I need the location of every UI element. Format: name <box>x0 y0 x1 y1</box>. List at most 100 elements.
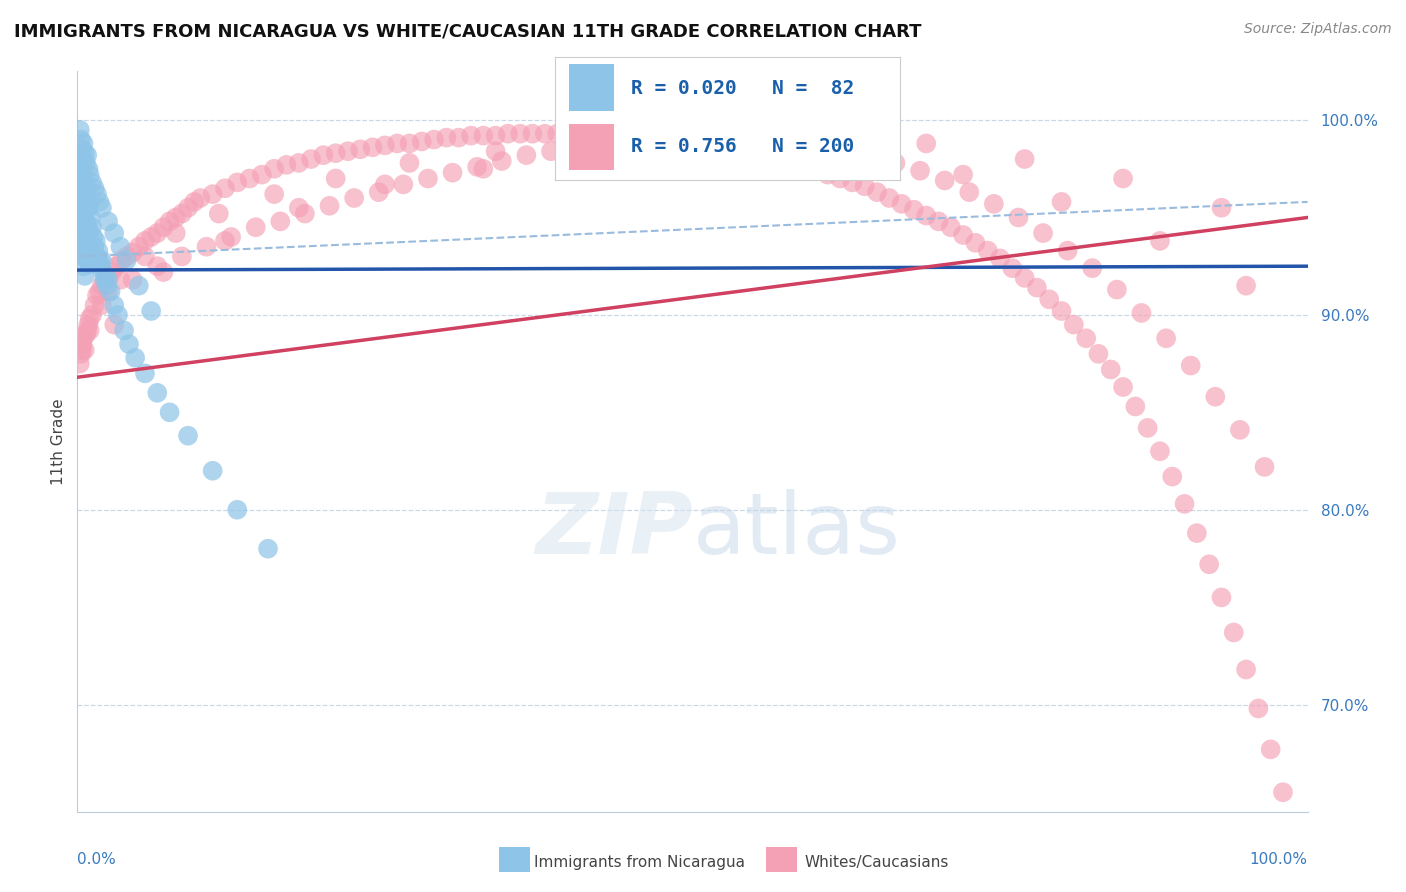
Point <box>299 152 322 166</box>
Point <box>411 135 433 149</box>
Point <box>688 125 710 139</box>
Point <box>82 308 104 322</box>
Point <box>70 220 93 235</box>
Point <box>879 191 901 205</box>
Point <box>69 357 91 371</box>
Point <box>73 146 96 161</box>
Point <box>75 156 97 170</box>
Text: Immigrants from Nicaragua: Immigrants from Nicaragua <box>534 855 745 870</box>
Point <box>75 214 97 228</box>
Point <box>595 128 617 143</box>
Point <box>804 163 827 178</box>
Point <box>70 132 93 146</box>
Point <box>1112 171 1135 186</box>
Point <box>534 127 557 141</box>
Point <box>1198 558 1220 572</box>
Point <box>201 464 224 478</box>
Point <box>96 278 118 293</box>
Point <box>195 240 218 254</box>
Point <box>491 153 513 168</box>
Point <box>343 191 366 205</box>
Point <box>472 161 495 176</box>
Point <box>67 191 90 205</box>
Point <box>69 123 91 137</box>
Point <box>682 136 704 151</box>
Point <box>853 179 876 194</box>
Point <box>337 145 360 159</box>
Point <box>263 161 285 176</box>
Point <box>77 201 100 215</box>
Text: R = 0.020   N =  82: R = 0.020 N = 82 <box>631 79 855 98</box>
Point <box>1247 701 1270 715</box>
Point <box>100 285 122 299</box>
Point <box>276 158 298 172</box>
Point <box>70 142 93 156</box>
Point <box>1253 459 1275 474</box>
Point <box>214 181 236 195</box>
Point <box>77 234 100 248</box>
Point <box>952 227 974 242</box>
Point <box>792 160 814 174</box>
Point <box>90 278 114 293</box>
Point <box>263 187 285 202</box>
Point <box>214 234 236 248</box>
Point <box>72 259 94 273</box>
Point <box>83 240 105 254</box>
Point <box>79 224 101 238</box>
Point <box>737 127 759 141</box>
Point <box>118 337 141 351</box>
Point <box>70 191 93 205</box>
Point <box>416 171 439 186</box>
Point <box>644 132 666 146</box>
Point <box>1050 194 1073 209</box>
Point <box>103 298 125 312</box>
Point <box>1056 244 1078 258</box>
Point <box>288 201 311 215</box>
Point <box>73 268 96 283</box>
Point <box>97 273 120 287</box>
Point <box>755 148 778 162</box>
Point <box>79 324 101 338</box>
Text: ZIP: ZIP <box>534 489 693 572</box>
Point <box>866 185 889 199</box>
Point <box>583 136 606 151</box>
Text: 100.0%: 100.0% <box>1250 853 1308 867</box>
Point <box>441 166 464 180</box>
Point <box>239 171 262 186</box>
Point <box>903 202 925 217</box>
Point <box>72 136 94 151</box>
Text: R = 0.756   N = 200: R = 0.756 N = 200 <box>631 137 855 156</box>
Point <box>988 252 1011 266</box>
Point <box>884 156 907 170</box>
Point <box>1161 469 1184 483</box>
Point <box>82 253 104 268</box>
Point <box>633 130 655 145</box>
Point <box>1014 271 1036 285</box>
Point <box>75 185 97 199</box>
Point <box>1026 280 1049 294</box>
Point <box>70 250 93 264</box>
Point <box>73 176 96 190</box>
Point <box>75 244 97 258</box>
Point <box>1223 625 1246 640</box>
Point <box>367 185 389 199</box>
Point <box>682 130 704 145</box>
Point <box>128 240 150 254</box>
Point <box>146 385 169 400</box>
Point <box>1076 331 1098 345</box>
Point <box>934 173 956 187</box>
Point <box>121 273 143 287</box>
Point <box>83 298 105 312</box>
Point <box>146 226 169 240</box>
Point <box>1099 362 1122 376</box>
Point <box>77 318 100 332</box>
Point <box>90 253 114 268</box>
FancyBboxPatch shape <box>569 124 614 170</box>
Point <box>1014 152 1036 166</box>
Point <box>589 135 612 149</box>
Point <box>546 127 568 141</box>
Point <box>103 318 125 332</box>
Point <box>245 220 267 235</box>
Point <box>957 185 980 199</box>
Text: IMMIGRANTS FROM NICARAGUA VS WHITE/CAUCASIAN 11TH GRADE CORRELATION CHART: IMMIGRANTS FROM NICARAGUA VS WHITE/CAUCA… <box>14 22 921 40</box>
